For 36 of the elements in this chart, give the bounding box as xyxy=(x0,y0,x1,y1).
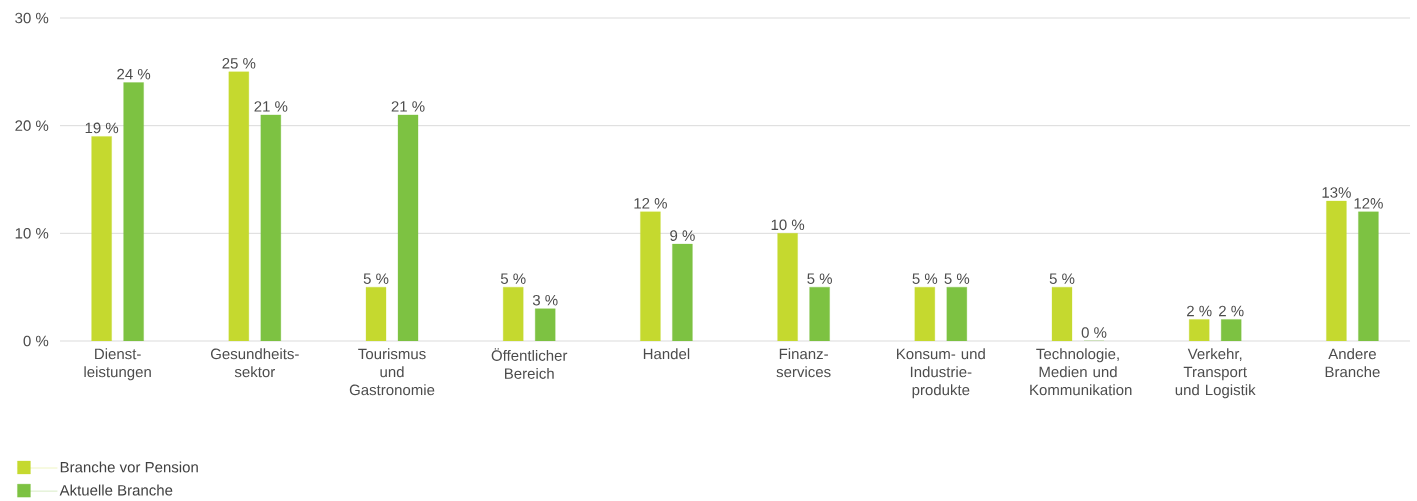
legend-label: Aktuelle Branche xyxy=(59,484,173,496)
data-label: 3 % xyxy=(532,294,558,306)
data-label: 5 % xyxy=(1049,273,1075,284)
x-tick-label: Handel xyxy=(643,348,690,360)
data-label: 5 % xyxy=(912,273,938,284)
data-label: 5 % xyxy=(500,273,526,284)
x-tick-label: Andere Branche xyxy=(1325,348,1380,378)
data-label: 10 % xyxy=(771,219,805,231)
data-label: 5 % xyxy=(944,273,970,284)
x-tick-label: Tourismus und Gastronomie xyxy=(349,348,435,396)
data-label: 24 % xyxy=(117,68,151,80)
data-label: 12% xyxy=(1354,198,1383,209)
data-label: 5 % xyxy=(807,273,832,284)
data-label: 5 % xyxy=(363,273,389,284)
data-label: 19 % xyxy=(85,122,119,134)
y-tick-label: 10 % xyxy=(15,228,49,239)
data-label: 12 % xyxy=(634,198,667,209)
y-tick-label: 30 % xyxy=(15,12,49,24)
y-tick-label: 20 % xyxy=(15,120,49,131)
x-tick-label: Öffentlicher Bereich xyxy=(491,348,568,379)
x-tick-label: Konsum- und Industrie-produkte xyxy=(897,348,985,399)
x-tick-label: Gesundheits-sektor xyxy=(210,348,299,378)
y-tick-label: 0 % xyxy=(23,335,49,347)
legend-label: Branche vor Pension xyxy=(60,461,198,473)
data-label: 2 % xyxy=(1219,305,1244,317)
data-label: 21 % xyxy=(391,101,425,112)
x-tick-label: Finanz-services xyxy=(776,348,831,378)
data-label: 21 % xyxy=(254,101,288,112)
x-tick-label: Verkehr, Transport und Logistik xyxy=(1175,348,1256,399)
data-label: 2 % xyxy=(1187,305,1212,317)
x-tick-label: Technologie, Medien und Kommunikation xyxy=(1030,348,1132,396)
data-label: 13% xyxy=(1322,187,1351,198)
data-label: 25 % xyxy=(222,58,256,69)
x-tick-label: Dienst-leistungen xyxy=(84,348,151,381)
data-label: 9 % xyxy=(670,230,695,241)
data-label: 0 % xyxy=(1081,327,1107,338)
